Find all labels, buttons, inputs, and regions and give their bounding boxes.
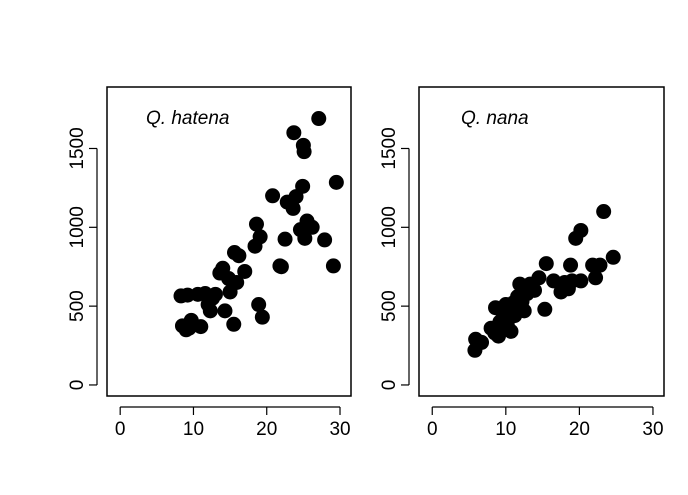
data-point xyxy=(226,316,242,332)
y-tick-label: 1000 xyxy=(67,206,88,248)
x-axis: 0 10 20 30 xyxy=(427,406,664,440)
data-point xyxy=(538,256,554,272)
data-point xyxy=(231,248,247,264)
data-point xyxy=(252,229,268,245)
data-point xyxy=(325,258,341,274)
data-point xyxy=(248,216,264,232)
x-tick-label: 30 xyxy=(329,419,350,440)
panel-q-hatena: Q. hatena 0 10 20 30 0 500 1000 1500 xyxy=(67,86,352,440)
panel-title: Q. nana xyxy=(461,108,529,129)
y-tick-label: 500 xyxy=(67,290,88,322)
y-tick-label: 500 xyxy=(379,290,400,322)
data-point xyxy=(265,188,281,204)
data-point xyxy=(207,286,223,302)
y-tick-label: 1000 xyxy=(379,206,400,248)
y-tick-label: 1500 xyxy=(67,127,88,169)
data-point xyxy=(286,125,302,141)
data-point xyxy=(297,230,313,246)
data-point xyxy=(328,174,344,190)
data-point xyxy=(251,297,267,313)
y-tick-label: 0 xyxy=(67,380,88,391)
data-point xyxy=(229,274,245,290)
data-point xyxy=(605,249,621,265)
data-point xyxy=(217,303,233,319)
x-tick-label: 10 xyxy=(183,419,204,440)
data-point xyxy=(277,231,293,247)
y-tick-label: 1500 xyxy=(379,127,400,169)
x-tick-label: 10 xyxy=(495,419,516,440)
plot-frame xyxy=(106,86,352,397)
data-point xyxy=(573,222,589,238)
data-point xyxy=(503,323,519,339)
panel-title: Q. hatena xyxy=(146,108,229,129)
data-point xyxy=(546,273,562,289)
data-point xyxy=(273,259,289,275)
data-point xyxy=(202,303,218,319)
panel-q-nana: Q. nana 0 10 20 30 0 500 1000 1500 xyxy=(379,86,665,440)
data-point xyxy=(295,178,311,194)
data-point xyxy=(537,301,553,317)
y-tick-label: 0 xyxy=(379,380,400,391)
data-points xyxy=(173,111,344,338)
plot-frame xyxy=(418,86,665,397)
data-point xyxy=(588,270,604,286)
data-point xyxy=(193,319,209,335)
y-axis: 0 500 1000 1500 xyxy=(379,127,410,391)
data-point xyxy=(592,257,608,273)
x-tick-label: 20 xyxy=(569,419,590,440)
data-point xyxy=(531,270,547,286)
data-point xyxy=(296,144,312,160)
data-point xyxy=(317,232,333,248)
data-point xyxy=(516,303,532,319)
x-tick-label: 0 xyxy=(115,419,126,440)
x-tick-label: 30 xyxy=(642,419,663,440)
data-point xyxy=(573,273,589,289)
data-point xyxy=(563,257,579,273)
data-point xyxy=(527,282,543,298)
data-point xyxy=(311,111,327,127)
data-point xyxy=(304,219,320,235)
x-axis: 0 10 20 30 xyxy=(115,406,351,440)
data-point xyxy=(254,309,270,325)
data-point xyxy=(596,204,612,220)
data-point xyxy=(285,200,301,216)
y-axis: 0 500 1000 1500 xyxy=(67,127,98,391)
x-tick-label: 20 xyxy=(256,419,277,440)
x-tick-label: 0 xyxy=(427,419,438,440)
data-points xyxy=(467,204,621,358)
data-point xyxy=(237,263,253,279)
data-point xyxy=(474,334,490,350)
